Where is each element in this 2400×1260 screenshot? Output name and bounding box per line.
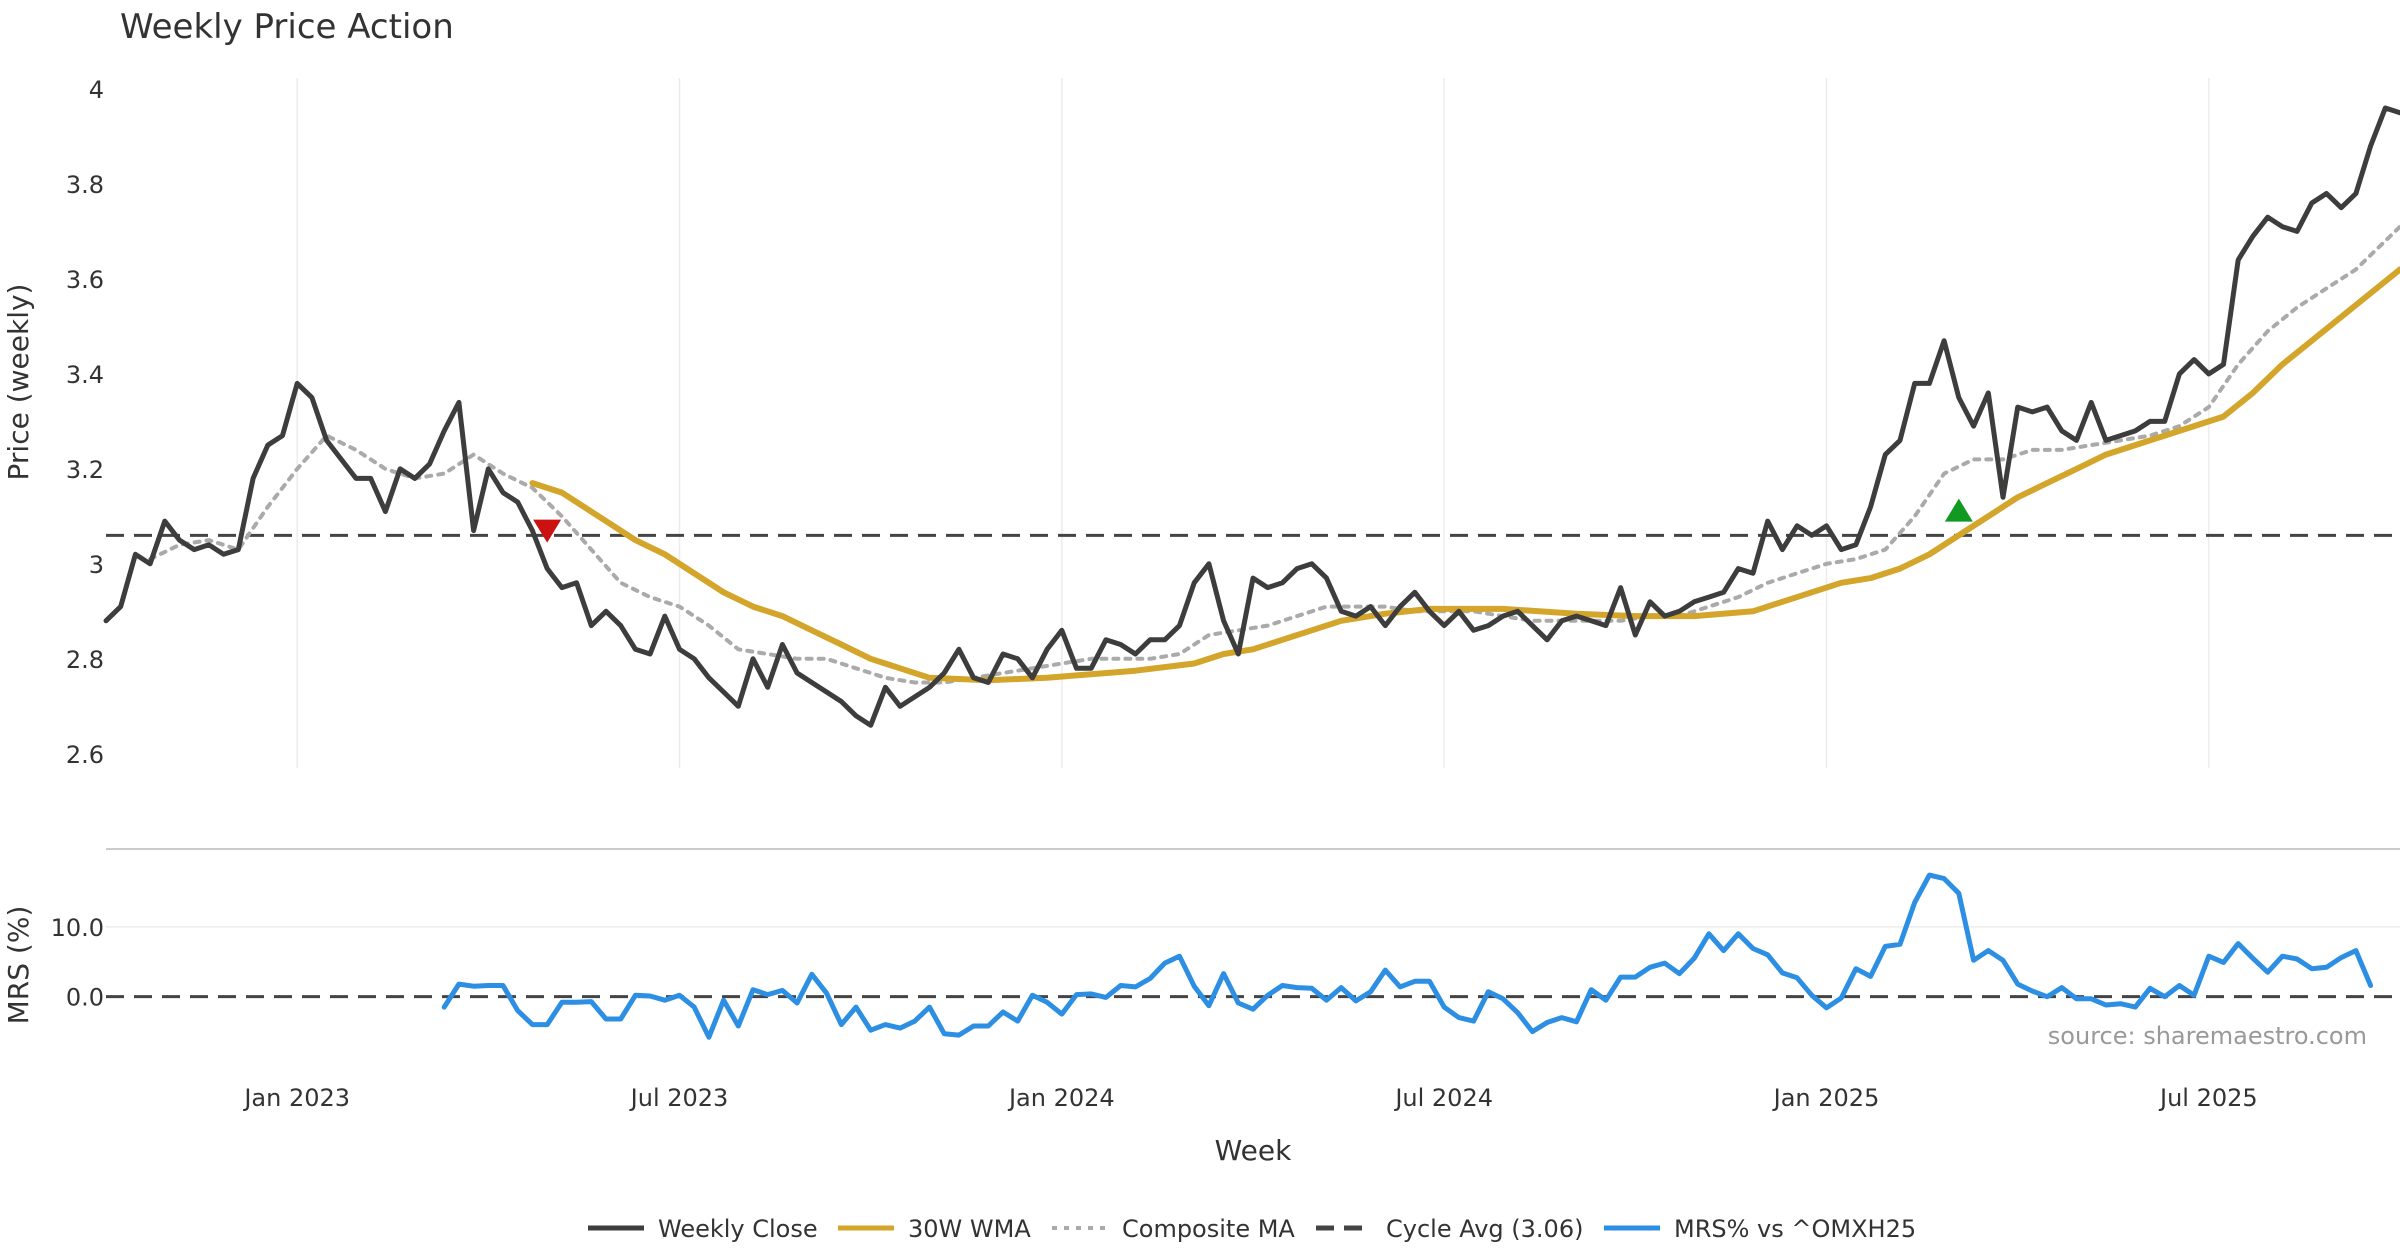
price-y-tick-label: 2.8 xyxy=(66,646,104,674)
mrs-y-tick-label: 0.0 xyxy=(66,984,104,1012)
price-y-tick-label: 3.8 xyxy=(66,171,104,199)
price-y-tick-label: 3 xyxy=(89,551,104,579)
price-y-tick-label: 3.2 xyxy=(66,456,104,484)
legend-label: MRS% vs ^OMXH25 xyxy=(1674,1215,1916,1243)
data-series xyxy=(103,105,2400,1040)
x-tick-label: Jan 2024 xyxy=(1007,1084,1115,1112)
chart-title: Weekly Price Action xyxy=(120,7,454,47)
price-y-tick-label: 2.6 xyxy=(66,741,104,769)
grid-lines xyxy=(106,78,2400,928)
price-y-tick-label: 3.6 xyxy=(66,266,104,294)
price-axis-label: Price (weekly) xyxy=(2,284,35,481)
mrs-y-tick-label: 10.0 xyxy=(51,914,104,942)
buy-signal-marker xyxy=(1944,498,1973,522)
x-tick-label: Jan 2025 xyxy=(1772,1084,1880,1112)
price-y-tick-label: 3.4 xyxy=(66,361,104,389)
x-tick-label: Jan 2023 xyxy=(242,1084,350,1112)
x-tick-label: Jul 2024 xyxy=(1393,1084,1493,1112)
legend-label: Composite MA xyxy=(1122,1215,1295,1243)
sell-signal-marker xyxy=(533,519,562,543)
price-y-tick-label: 4 xyxy=(89,76,104,104)
legend-label: 30W WMA xyxy=(908,1215,1031,1243)
axes: Jan 2023 Jul 2023 Jan 2024 Jul 2024 Jan 2025… xyxy=(51,76,2258,1112)
source-note: source: sharemaestro.com xyxy=(2048,1022,2367,1050)
mrs-line xyxy=(441,872,2374,1040)
legend-label: Weekly Close xyxy=(658,1215,818,1243)
x-tick-label: Jul 2025 xyxy=(2158,1084,2258,1112)
legend-label: Cycle Avg (3.06) xyxy=(1386,1215,1583,1243)
x-axis-label: Week xyxy=(1215,1134,1292,1167)
composite-ma-line xyxy=(148,224,2400,685)
wma-30w-line xyxy=(529,266,2400,684)
mrs-axis-label: MRS (%) xyxy=(2,906,35,1025)
x-tick-label: Jul 2023 xyxy=(629,1084,729,1112)
weekly-close-line xyxy=(103,105,2400,728)
legend: Weekly Close 30W WMA Composite MA Cycle Avg… xyxy=(588,1215,1916,1243)
